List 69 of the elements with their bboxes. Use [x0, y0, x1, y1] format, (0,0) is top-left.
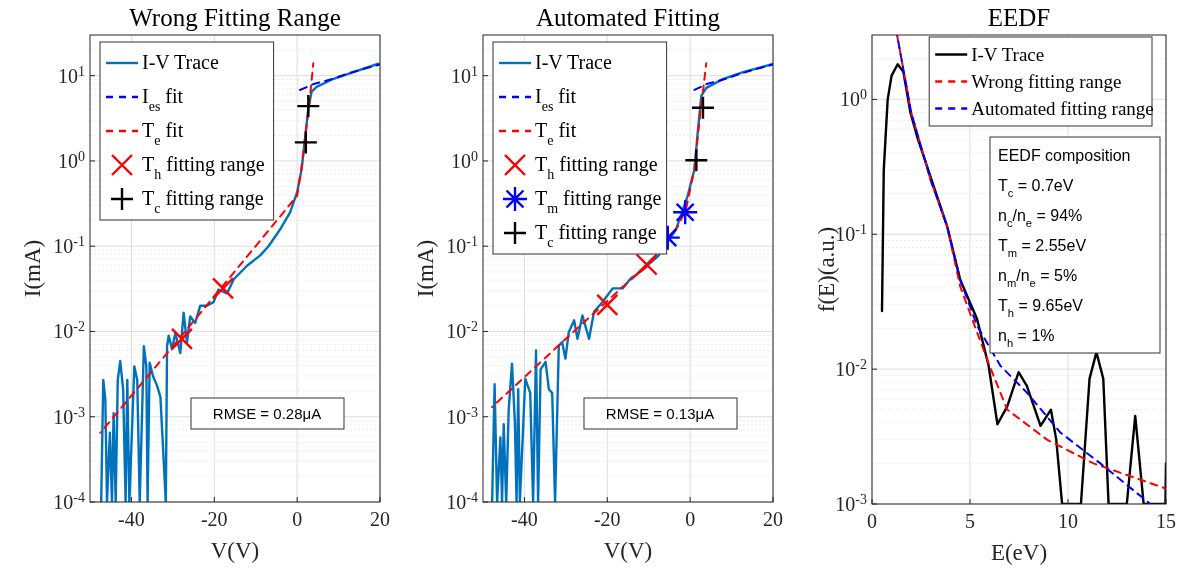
- point: [673, 200, 698, 225]
- annotation: EEDF composition: [998, 147, 1131, 164]
- x-tick-label: -20: [200, 508, 228, 530]
- y-tick-label: 10$^{0}$: [58, 148, 85, 172]
- annotation: T$_{h}$ = 9.65eV: [998, 297, 1084, 319]
- x-tick-label: 10: [1058, 510, 1078, 532]
- annotation: RMSE = 0.13μA: [605, 405, 715, 422]
- legend-label: I$_{es}$ fit: [535, 85, 577, 114]
- x-tick-label: 20: [763, 508, 783, 530]
- x-tick-label: 15: [1156, 510, 1176, 532]
- point: [170, 327, 194, 351]
- legend-label: I$_{es}$ fit: [142, 85, 184, 114]
- x-tick-label: -40: [118, 508, 145, 530]
- line-series: [299, 63, 380, 91]
- x-tick-label: 0: [292, 508, 303, 530]
- y-tick-label: 10$^{-1}$: [53, 233, 85, 258]
- x-tick-label: -20: [593, 508, 621, 530]
- y-tick-label: 10$^{-3}$: [835, 491, 867, 515]
- x-tick-label: 20: [370, 508, 390, 530]
- annotation: RMSE = 0.28μA: [212, 405, 322, 422]
- legend-label: T$_{e}$ fit: [142, 119, 184, 148]
- x-axis-title: E(eV): [990, 540, 1048, 565]
- legend-label: Wrong fitting range: [971, 70, 1122, 92]
- y-tick-label: 10$^{-2}$: [53, 318, 85, 343]
- annotation: n$_{h}$ = 1%: [998, 327, 1055, 349]
- y-axis-title: I(mA): [413, 239, 438, 298]
- legend-label: T$_{c}$ fitting range: [142, 187, 264, 216]
- point: [685, 149, 708, 172]
- x-axis-title: V(V): [603, 538, 653, 563]
- legend-label: I-V Trace: [971, 43, 1045, 65]
- y-tick-label: 10$^{-3}$: [53, 404, 85, 428]
- y-tick-label: 10$^{0}$: [451, 148, 478, 172]
- point: [297, 95, 320, 118]
- point: [635, 253, 658, 276]
- y-tick-label: 10$^{1}$: [58, 63, 85, 87]
- y-tick-label: 10$^{-2}$: [446, 318, 478, 343]
- x-tick-label: 5: [965, 510, 975, 532]
- x-axis-title: V(V): [210, 538, 260, 563]
- legend-label: I-V Trace: [535, 51, 612, 73]
- legend-label: T$_{h}$ fitting range: [142, 153, 265, 182]
- line-series: [693, 63, 773, 91]
- legend-label: T$_{m}$ fitting range: [535, 187, 662, 216]
- y-tick-label: 10$^{0}$: [840, 86, 867, 111]
- y-tick-label: 10$^{-1}$: [446, 233, 478, 258]
- y-tick-label: 10$^{-2}$: [835, 356, 867, 381]
- x-tick-label: 0: [685, 508, 696, 530]
- annotation: T$_{m}$ = 2.55eV: [998, 237, 1087, 259]
- point: [294, 131, 317, 154]
- y-tick-label: 10$^{-4}$: [53, 489, 85, 513]
- chart-title: Automated Fitting: [535, 4, 721, 31]
- legend-label: T$_{h}$ fitting range: [535, 153, 658, 182]
- x-tick-label: 0: [867, 510, 877, 532]
- point: [596, 293, 619, 317]
- chart-title: EEDF: [987, 4, 1051, 31]
- point: [211, 277, 235, 300]
- legend-label: T$_{e}$ fit: [535, 119, 577, 148]
- chart-title: Wrong Fitting Range: [129, 4, 341, 31]
- y-axis-title: f(E)(a.u.): [814, 226, 839, 313]
- y-tick-label: 10$^{1}$: [451, 63, 478, 87]
- annotation: n$_{m}$/n$_{e}$ = 5%: [998, 267, 1078, 289]
- x-tick-label: -40: [511, 508, 538, 530]
- annotation: n$_{c}$/n$_{e}$ = 94%: [998, 207, 1083, 229]
- annotation: T$_{c}$ = 0.7eV: [998, 177, 1074, 199]
- y-tick-label: 10$^{-4}$: [446, 489, 478, 513]
- legend-label: I-V Trace: [142, 51, 219, 73]
- y-axis-title: I(mA): [20, 239, 45, 298]
- legend-label: T$_{c}$ fitting range: [535, 221, 657, 250]
- y-tick-label: 10$^{-3}$: [446, 404, 478, 428]
- legend-label: Automated fitting range: [971, 97, 1154, 119]
